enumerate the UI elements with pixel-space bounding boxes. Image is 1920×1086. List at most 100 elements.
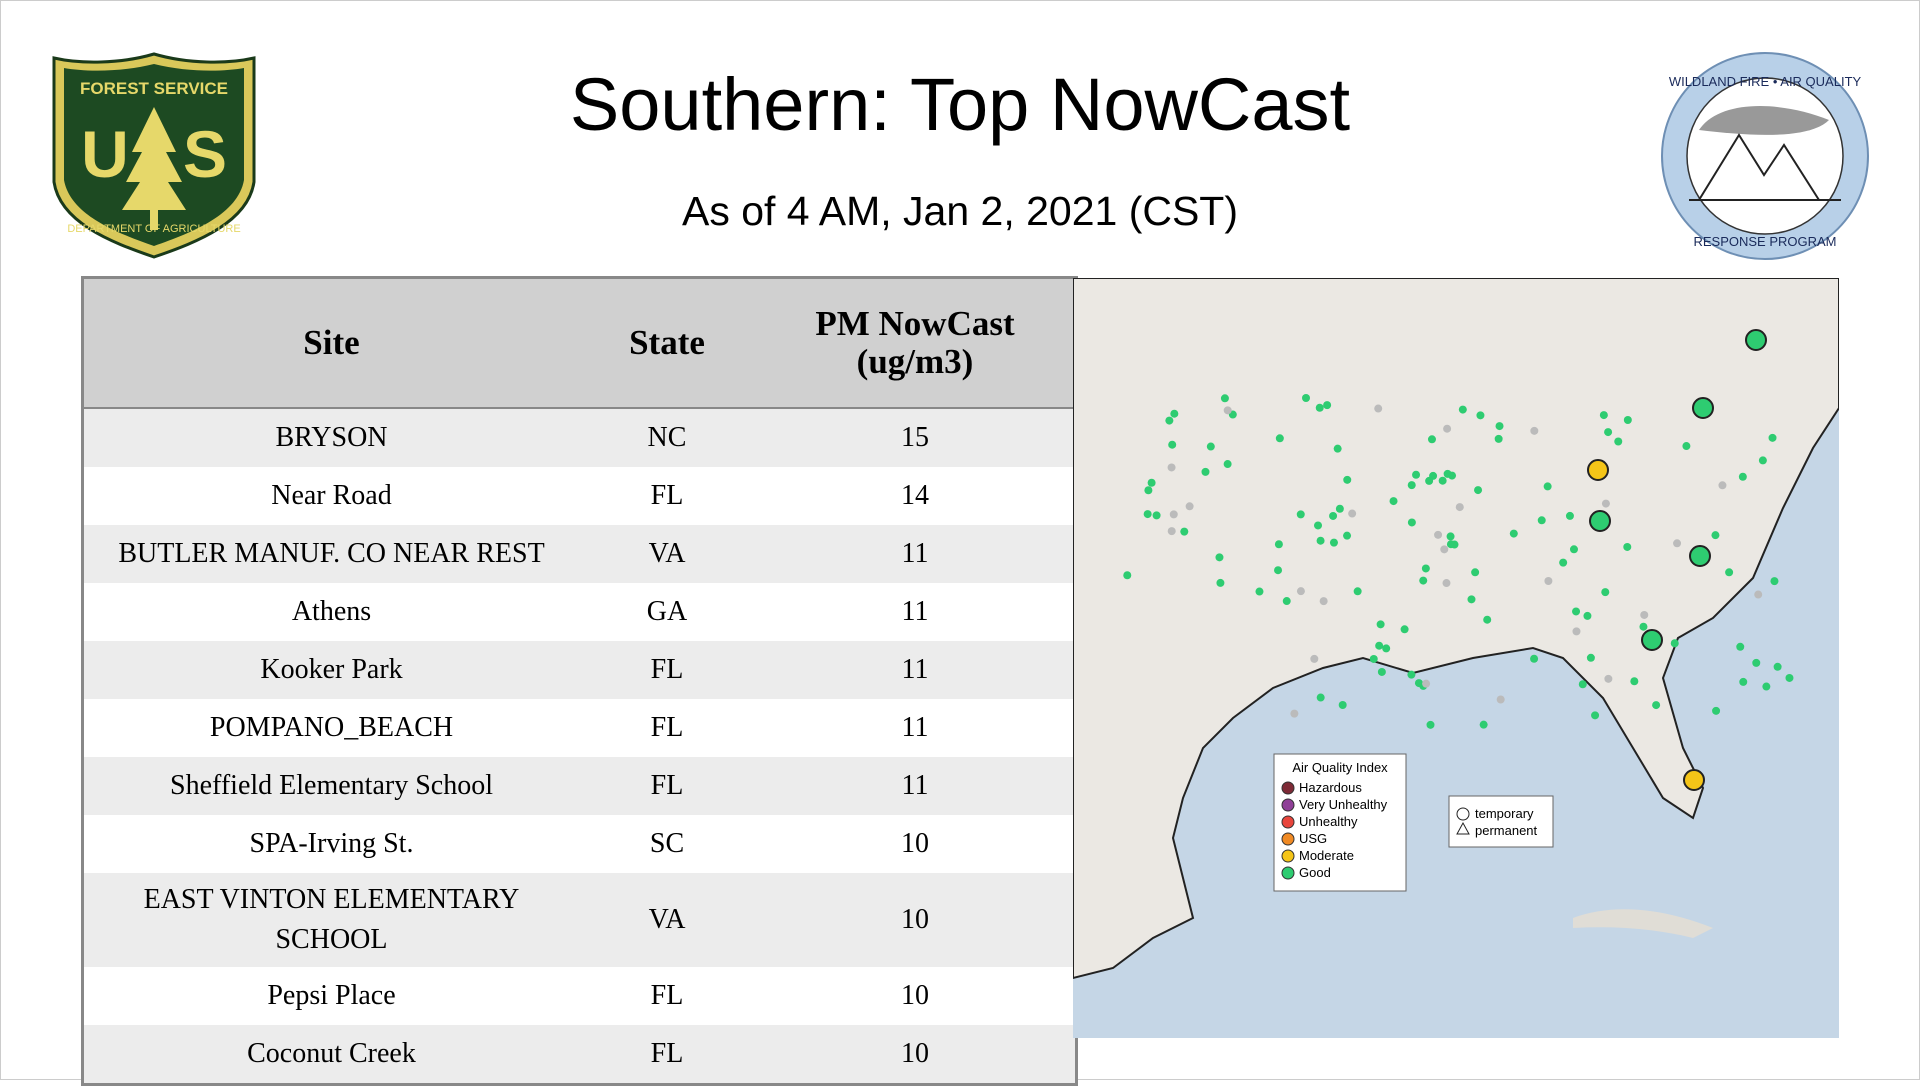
- site-dot: [1422, 679, 1431, 688]
- table-cell: FL: [579, 641, 755, 699]
- site-dot: [1216, 578, 1225, 587]
- site-dot: [1572, 607, 1581, 616]
- site-dot: [1604, 428, 1613, 437]
- table-cell: FL: [579, 467, 755, 525]
- logo-text: S: [183, 117, 227, 191]
- site-dot: [1614, 437, 1623, 446]
- site-dot: [1282, 597, 1291, 606]
- site-dot: [1494, 434, 1503, 443]
- site-dot: [1770, 577, 1779, 586]
- legend-label: Unhealthy: [1299, 814, 1358, 829]
- table-cell: Coconut Creek: [82, 1025, 579, 1085]
- site-dot: [1223, 460, 1232, 469]
- site-dot: [1427, 435, 1436, 444]
- logo-text: DEPARTMENT OF AGRICULTURE: [67, 223, 240, 235]
- legend-symbol: [1456, 807, 1470, 821]
- site-dot: [1333, 444, 1342, 453]
- site-dot: [1201, 467, 1210, 476]
- site-dot: [1583, 611, 1592, 620]
- site-dot: [1152, 511, 1161, 520]
- site-dot: [1630, 677, 1639, 686]
- site-dot: [1572, 627, 1581, 636]
- logo-text: U: [81, 117, 129, 191]
- table-cell: FL: [579, 699, 755, 757]
- site-dot: [1329, 511, 1338, 520]
- table-cell: SPA-Irving St.: [82, 815, 579, 873]
- table-row: POMPANO_BEACH FL 11: [82, 699, 1077, 757]
- site-dot: [1623, 542, 1632, 551]
- site-dot: [1604, 674, 1613, 683]
- table-cell: 11: [755, 525, 1077, 583]
- column-header: State: [579, 277, 755, 409]
- site-dot: [1495, 422, 1504, 431]
- table-cell: POMPANO_BEACH: [82, 699, 579, 757]
- site-dot: [1274, 540, 1283, 549]
- table-row: Athens GA 11: [82, 583, 1077, 641]
- site-dot: [1440, 545, 1449, 554]
- site-dot: [1329, 538, 1338, 547]
- site-dot: [1785, 673, 1794, 682]
- legend-swatch: [1281, 781, 1295, 795]
- legend-label: Hazardous: [1299, 780, 1362, 795]
- legend-swatch: [1281, 866, 1295, 880]
- site-marker: [1745, 329, 1767, 351]
- site-dot: [1725, 568, 1734, 577]
- site-dot: [1754, 590, 1763, 599]
- table-cell: BUTLER MANUF. CO NEAR REST: [82, 525, 579, 583]
- table-row: Coconut Creek FL 10: [82, 1025, 1077, 1085]
- site-dot: [1375, 641, 1384, 650]
- site-dot: [1758, 456, 1767, 465]
- site-dot: [1446, 532, 1455, 541]
- table-cell: 11: [755, 757, 1077, 815]
- site-dot: [1414, 679, 1423, 688]
- legend-label: Moderate: [1299, 848, 1354, 863]
- site-dot: [1718, 481, 1727, 490]
- site-dot: [1599, 411, 1608, 420]
- table-row: EAST VINTON ELEMENTARY SCHOOL VA 10: [82, 873, 1077, 967]
- site-dot: [1301, 394, 1310, 403]
- table-cell: FL: [579, 1025, 755, 1085]
- column-header: PM NowCast (ug/m3): [755, 277, 1077, 409]
- table-cell: 10: [755, 815, 1077, 873]
- site-dot: [1223, 406, 1232, 415]
- site-dot: [1569, 545, 1578, 554]
- site-dot: [1434, 530, 1443, 539]
- site-dot: [1673, 539, 1682, 548]
- table-cell: Kooker Park: [82, 641, 579, 699]
- site-dot: [1421, 564, 1430, 573]
- title: Southern: Top NowCast: [569, 63, 1351, 146]
- logo-text: RESPONSE PROGRAM: [1693, 234, 1836, 249]
- table-row: Near Road FL 14: [82, 467, 1077, 525]
- site-dot: [1509, 529, 1518, 538]
- site-dot: [1353, 587, 1362, 596]
- site-dot: [1670, 639, 1679, 648]
- site-dot: [1167, 463, 1176, 472]
- site-dot: [1412, 470, 1421, 479]
- map: Air Quality Index Hazardous Very Unhealthy…: [1073, 278, 1839, 1038]
- legend-label: temporary: [1475, 806, 1534, 821]
- legend-symbol: [1456, 821, 1470, 835]
- site-dot: [1762, 682, 1771, 691]
- table-cell: VA: [579, 525, 755, 583]
- site-dot: [1296, 510, 1305, 519]
- subtitle: As of 4 AM, Jan 2, 2021 (CST): [681, 188, 1239, 234]
- table-row: BRYSON NC 15: [82, 408, 1077, 467]
- table-cell: Pepsi Place: [82, 967, 579, 1025]
- table-cell: SC: [579, 815, 755, 873]
- table-cell: 11: [755, 699, 1077, 757]
- table-cell: EAST VINTON ELEMENTARY SCHOOL: [82, 873, 579, 967]
- site-dot: [1530, 426, 1539, 435]
- legend-swatch: [1281, 815, 1295, 829]
- table-cell: 10: [755, 873, 1077, 967]
- table-cell: VA: [579, 873, 755, 967]
- site-dot: [1711, 531, 1720, 540]
- site-dot: [1407, 481, 1416, 490]
- site-dot: [1143, 510, 1152, 519]
- site-dot: [1348, 509, 1357, 518]
- site-dot: [1544, 576, 1553, 585]
- table-cell: FL: [579, 757, 755, 815]
- table-row: BUTLER MANUF. CO NEAR REST VA 11: [82, 525, 1077, 583]
- site-dot: [1167, 527, 1176, 536]
- site-dot: [1274, 566, 1283, 575]
